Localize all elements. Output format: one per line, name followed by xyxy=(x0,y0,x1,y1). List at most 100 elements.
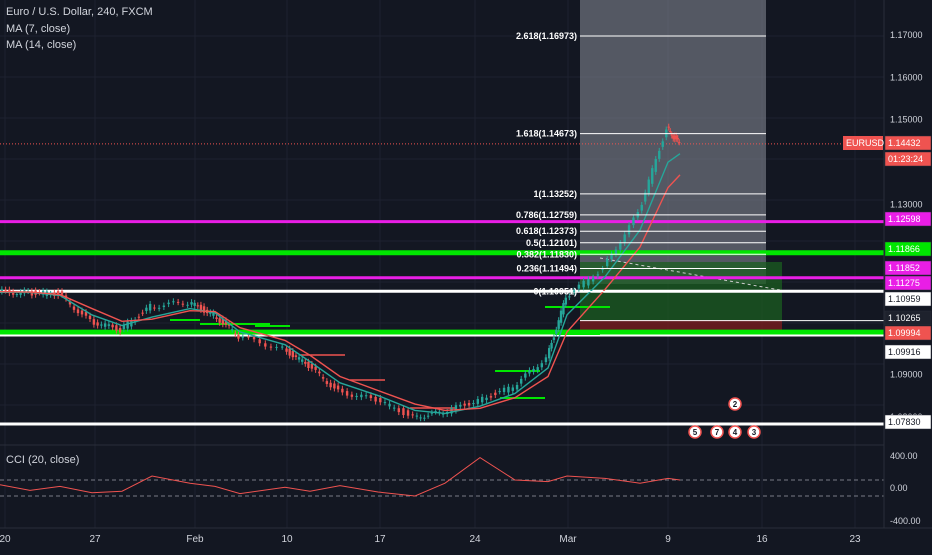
candle-body xyxy=(511,387,515,391)
price-tag-bg xyxy=(884,414,932,430)
candle-body xyxy=(221,318,225,325)
candle-body xyxy=(162,305,166,308)
time-axis-tick: 24 xyxy=(469,534,481,545)
time-axis-tick: 23 xyxy=(849,534,861,545)
candle-body xyxy=(167,302,170,305)
fibonacci-labels: 2.618(1.16973) 1.618(1.14673) 1(1.13252) 0.… xyxy=(516,31,766,297)
candle-body xyxy=(550,342,553,349)
candle-body xyxy=(388,403,391,407)
cci-axis-tick: 0.00 xyxy=(890,483,908,493)
candle-body xyxy=(234,333,237,335)
candle-body xyxy=(137,316,141,318)
event-badge-label: 3 xyxy=(752,428,757,437)
event-badge xyxy=(710,425,724,439)
candle-body xyxy=(126,321,129,329)
cci-axis-tick: 400.00 xyxy=(890,451,918,461)
price-tag-bg xyxy=(884,325,932,341)
candle-body xyxy=(80,310,84,315)
candle-body xyxy=(678,142,681,144)
candle-body xyxy=(651,168,654,184)
price-tag: 1.11275 xyxy=(888,278,920,288)
candle-body xyxy=(540,363,544,368)
candle-body xyxy=(476,399,480,404)
candle-body xyxy=(115,325,118,331)
candle-body xyxy=(19,291,22,295)
candle-body xyxy=(269,346,273,348)
candle-body xyxy=(275,346,278,348)
candle-body xyxy=(190,302,193,305)
candle-body xyxy=(212,312,215,316)
fib-level-label: 1.618(1.14673) xyxy=(516,129,577,139)
candle-body xyxy=(673,135,676,140)
candle-body xyxy=(369,395,373,399)
candle-body xyxy=(605,259,609,267)
candle-body xyxy=(56,291,60,296)
candle-body xyxy=(107,324,111,326)
candle-body xyxy=(441,413,445,415)
cci-legend: CCI (20, close) xyxy=(6,454,80,466)
candle-body xyxy=(76,309,80,314)
candle-body xyxy=(675,135,678,139)
symbol-title: Euro / U.S. Dollar, 240, FXCM xyxy=(6,6,153,18)
candle-body xyxy=(172,301,175,303)
candle-body xyxy=(379,397,382,403)
candle-body xyxy=(564,297,568,305)
candle-body xyxy=(181,303,185,305)
candle-body xyxy=(307,361,310,369)
candle-body xyxy=(419,417,422,419)
price-tag: 1.12598 xyxy=(888,214,921,224)
candle-body xyxy=(218,318,221,323)
loss-zone xyxy=(580,320,782,332)
projection-line xyxy=(599,257,781,291)
time-axis-tick: 16 xyxy=(756,534,768,545)
fib-level-label: 2.618(1.16973) xyxy=(516,31,577,41)
candle-body xyxy=(310,363,314,369)
candle-body xyxy=(321,377,325,379)
price-tag: 1.09916 xyxy=(888,347,921,357)
event-badge xyxy=(728,397,742,411)
moving-average-line xyxy=(0,153,681,415)
candle-body xyxy=(325,381,329,384)
candle-body xyxy=(434,411,437,413)
candle-body xyxy=(555,329,558,334)
candle-body xyxy=(480,396,484,403)
price-axis-tick: 1.16000 xyxy=(890,72,923,82)
candle-body xyxy=(196,305,200,307)
candle-body xyxy=(4,289,7,291)
candle-body xyxy=(84,312,88,316)
candle-body xyxy=(547,348,551,359)
candle-body xyxy=(459,404,462,407)
candle-body xyxy=(68,301,72,305)
candle-body xyxy=(360,394,363,398)
candle-body xyxy=(498,391,501,393)
candle-body xyxy=(472,403,475,405)
event-badge-label: 7 xyxy=(715,428,720,437)
event-badge xyxy=(688,425,702,439)
candle-body xyxy=(557,320,560,329)
candle-body xyxy=(519,378,523,384)
candle-body xyxy=(237,334,240,339)
event-badge-label: 4 xyxy=(733,428,738,437)
candle-body xyxy=(215,317,218,319)
candle-body xyxy=(285,348,288,352)
fib-level-label: 0.5(1.12101) xyxy=(526,238,577,248)
candle-body xyxy=(632,217,635,226)
candle-body xyxy=(587,279,590,286)
price-tag: 1.14432 xyxy=(888,138,921,148)
candle-body xyxy=(467,402,471,406)
time-axis-tick: 10 xyxy=(281,534,293,545)
candle-body xyxy=(532,368,535,372)
candle-body xyxy=(374,396,377,402)
candle-body xyxy=(15,294,19,296)
candle-body xyxy=(568,296,571,298)
candle-body xyxy=(350,394,354,397)
candle-body xyxy=(72,306,76,310)
event-badges[interactable]: 2 5 7 4 3 xyxy=(688,397,761,439)
candle-body xyxy=(544,357,548,363)
time-axis[interactable]: 20 27 Feb 10 17 24 Mar 9 16 23 xyxy=(0,527,932,545)
candle-body xyxy=(562,303,565,315)
price-axis-tick: 1.15000 xyxy=(890,115,923,125)
time-axis-tick: Mar xyxy=(559,534,577,545)
